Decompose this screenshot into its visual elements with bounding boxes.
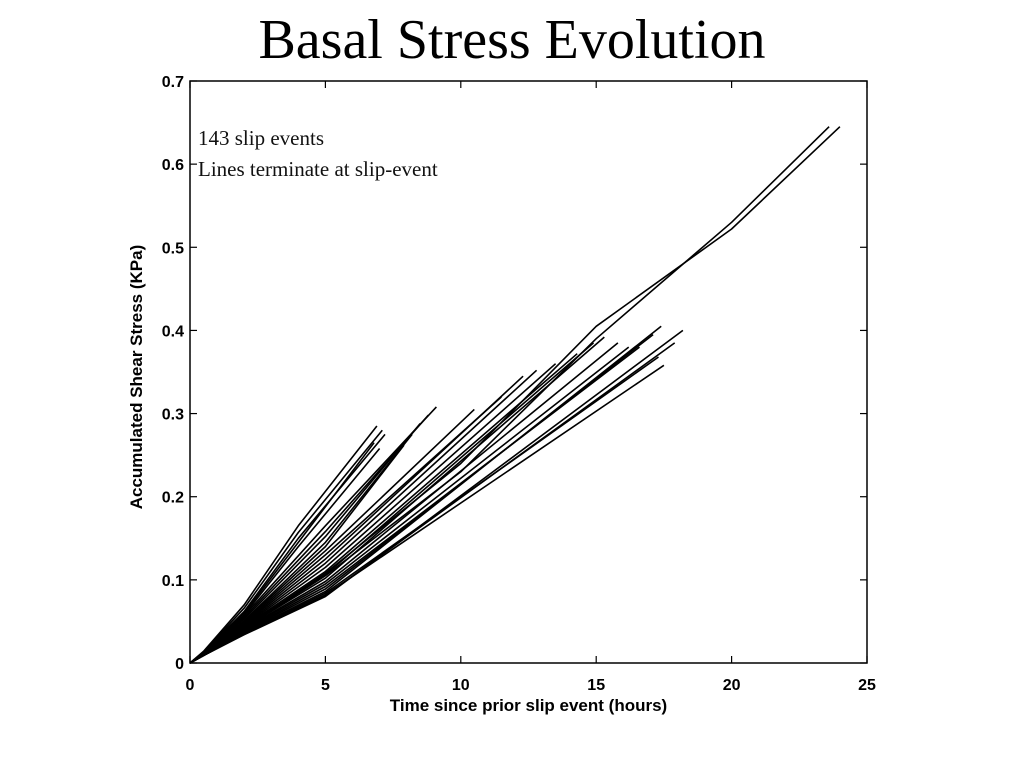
plot-frame <box>189 80 868 664</box>
x-tick-label: 25 <box>858 677 876 694</box>
series-line-1 <box>189 425 378 664</box>
x-axis-label: Time since prior slip event (hours) <box>390 696 667 715</box>
series-line-29 <box>189 126 841 664</box>
x-tick-label: 20 <box>723 677 741 694</box>
x-tick-label: 10 <box>452 677 470 694</box>
y-tick-label: 0.4 <box>162 323 184 340</box>
y-tick-label: 0.3 <box>162 407 184 424</box>
x-tick-label: 0 <box>186 677 195 694</box>
annotation-slip-count: 143 slip events <box>198 126 324 150</box>
series-lines <box>189 126 841 664</box>
x-tick-label: 5 <box>321 677 330 694</box>
y-axis-label: Accumulated Shear Stress (KPa) <box>127 245 146 510</box>
y-tick-label: 0 <box>175 656 184 673</box>
x-tick-label: 15 <box>587 677 605 694</box>
y-tick-label: 0.5 <box>162 240 184 257</box>
annotation-termination-note: Lines terminate at slip-event <box>198 157 438 181</box>
y-tick-label: 0.6 <box>162 157 184 174</box>
y-tick-label: 0.7 <box>162 74 184 91</box>
y-tick-label: 0.2 <box>162 490 184 507</box>
slide-title: Basal Stress Evolution <box>258 9 766 71</box>
axis-ticks: 0 5 10 15 20 25 0 0.1 0.2 0.3 0.4 0.5 0.6 0.7 <box>162 74 876 694</box>
y-tick-label: 0.1 <box>162 573 184 590</box>
